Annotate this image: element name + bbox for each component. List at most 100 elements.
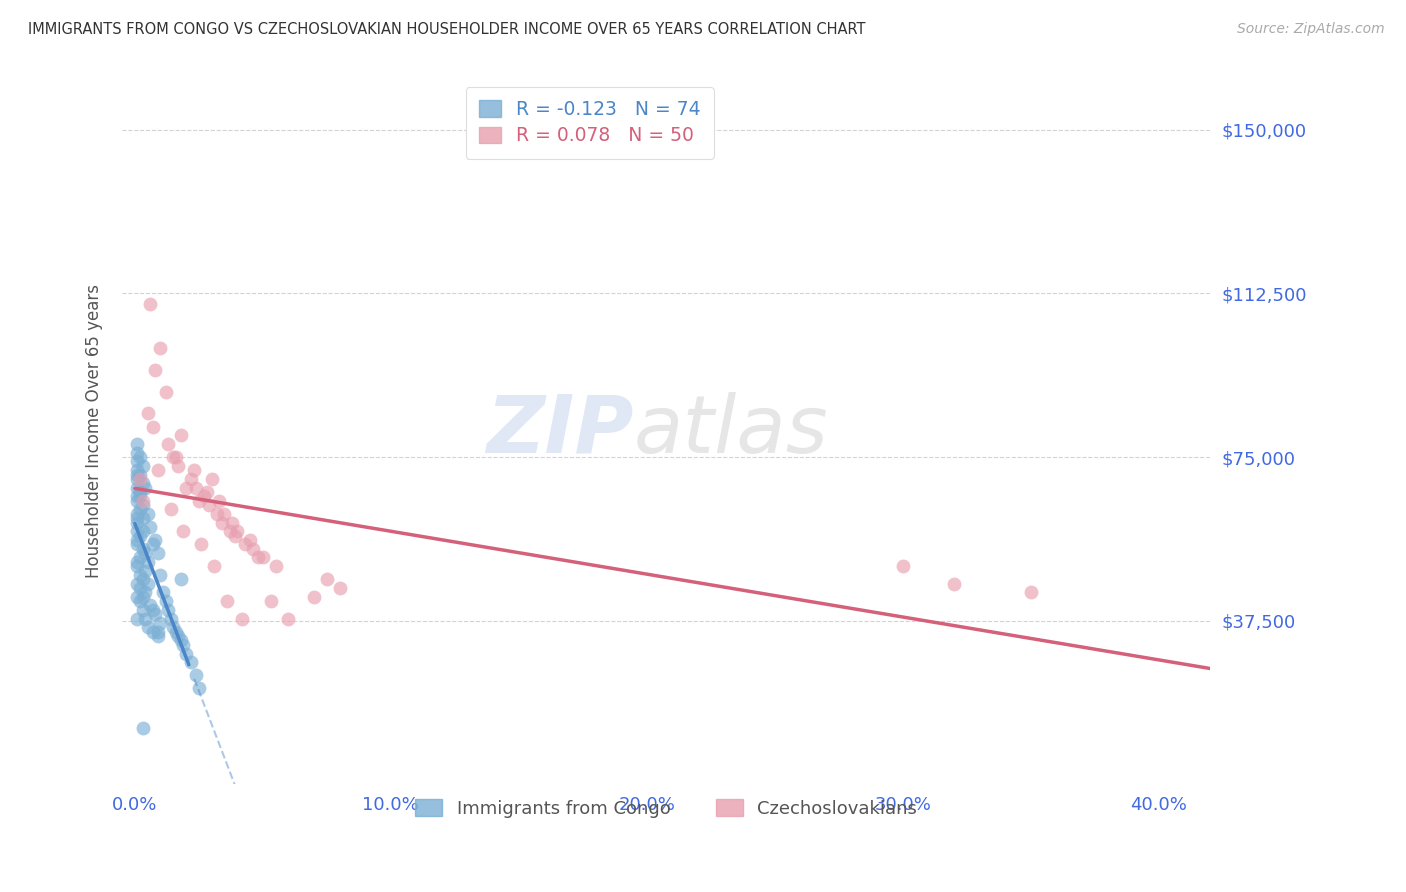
Point xyxy=(187,681,209,696)
Point xyxy=(127,555,149,569)
Point xyxy=(193,489,215,503)
Point xyxy=(127,493,149,508)
Point xyxy=(174,647,197,661)
Point xyxy=(315,572,337,586)
Point xyxy=(127,467,149,482)
Point xyxy=(131,511,153,525)
Point xyxy=(129,581,152,595)
Point xyxy=(231,611,253,625)
Point xyxy=(131,541,153,556)
Point xyxy=(157,437,180,451)
Point xyxy=(127,463,149,477)
Text: IMMIGRANTS FROM CONGO VS CZECHOSLOVAKIAN HOUSEHOLDER INCOME OVER 65 YEARS CORREL: IMMIGRANTS FROM CONGO VS CZECHOSLOVAKIAN… xyxy=(28,22,866,37)
Point xyxy=(139,599,162,613)
Point xyxy=(201,472,224,486)
Point xyxy=(146,624,169,639)
Point xyxy=(214,507,236,521)
Point xyxy=(134,611,156,625)
Point xyxy=(165,624,187,639)
Point xyxy=(127,454,149,468)
Point xyxy=(129,550,152,565)
Point xyxy=(157,603,180,617)
Point xyxy=(180,655,202,669)
Point xyxy=(131,603,153,617)
Point xyxy=(129,502,152,516)
Point xyxy=(170,633,193,648)
Point xyxy=(242,541,264,556)
Point xyxy=(190,537,212,551)
Point xyxy=(186,668,208,682)
Point xyxy=(127,437,149,451)
Point xyxy=(146,629,169,643)
Point xyxy=(129,467,152,482)
Point xyxy=(127,611,149,625)
Point xyxy=(167,629,190,643)
Point xyxy=(129,485,152,500)
Point xyxy=(131,590,153,604)
Point xyxy=(131,498,153,512)
Point xyxy=(143,363,166,377)
Point xyxy=(134,481,156,495)
Point xyxy=(215,594,238,608)
Point xyxy=(277,611,299,625)
Point xyxy=(129,472,152,486)
Point xyxy=(205,507,228,521)
Point xyxy=(127,537,149,551)
Point xyxy=(146,546,169,560)
Point xyxy=(131,458,153,473)
Point xyxy=(152,585,174,599)
Point xyxy=(136,407,159,421)
Point xyxy=(1019,585,1042,599)
Point xyxy=(159,611,181,625)
Point xyxy=(142,624,165,639)
Point xyxy=(143,607,166,622)
Point xyxy=(127,559,149,574)
Point xyxy=(136,576,159,591)
Y-axis label: Householder Income Over 65 years: Householder Income Over 65 years xyxy=(86,284,103,578)
Point xyxy=(134,546,156,560)
Point xyxy=(142,603,165,617)
Point xyxy=(127,481,149,495)
Point xyxy=(146,463,169,477)
Point xyxy=(202,559,225,574)
Point xyxy=(264,559,287,574)
Point xyxy=(173,638,195,652)
Point xyxy=(167,458,190,473)
Point xyxy=(224,529,246,543)
Point xyxy=(129,594,152,608)
Point xyxy=(302,590,325,604)
Point xyxy=(134,564,156,578)
Point xyxy=(187,493,209,508)
Point xyxy=(149,615,172,630)
Point xyxy=(239,533,262,547)
Point xyxy=(252,550,274,565)
Point xyxy=(127,524,149,539)
Point xyxy=(259,594,281,608)
Point xyxy=(943,576,966,591)
Point xyxy=(165,450,187,464)
Point xyxy=(139,520,162,534)
Point xyxy=(155,594,177,608)
Legend: Immigrants from Congo, Czechoslovakians: Immigrants from Congo, Czechoslovakians xyxy=(408,792,924,825)
Point xyxy=(127,489,149,503)
Point xyxy=(139,297,162,311)
Text: ZIP: ZIP xyxy=(486,392,633,470)
Point xyxy=(129,529,152,543)
Point xyxy=(162,450,184,464)
Point xyxy=(127,590,149,604)
Point xyxy=(174,481,197,495)
Point xyxy=(218,524,240,539)
Point xyxy=(329,581,352,595)
Point xyxy=(131,476,153,491)
Point xyxy=(143,533,166,547)
Point xyxy=(149,568,172,582)
Point xyxy=(136,555,159,569)
Point xyxy=(131,572,153,586)
Point xyxy=(891,559,914,574)
Point xyxy=(131,493,153,508)
Point xyxy=(170,572,193,586)
Point xyxy=(127,576,149,591)
Point xyxy=(136,620,159,634)
Point xyxy=(127,507,149,521)
Point xyxy=(131,524,153,539)
